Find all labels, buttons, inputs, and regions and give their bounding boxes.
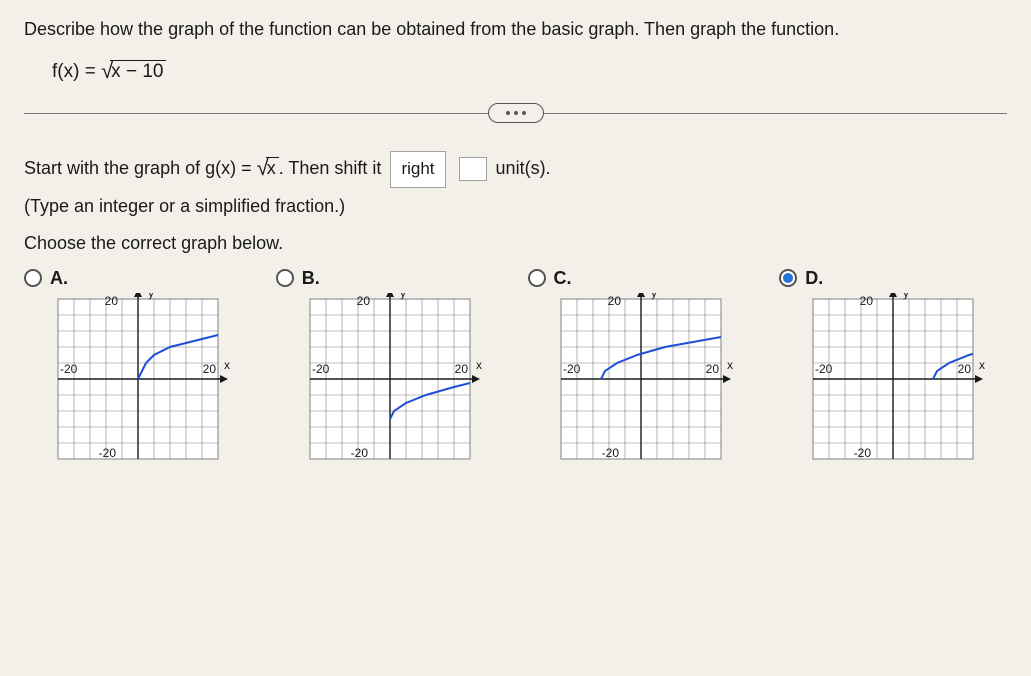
svg-text:20: 20 <box>454 362 468 376</box>
svg-text:20: 20 <box>958 362 972 376</box>
radio-C[interactable] <box>528 269 546 287</box>
option-label: D. <box>805 268 823 289</box>
chart-A: 20 -20 -20 20 y x <box>38 293 238 463</box>
divider <box>24 101 1007 127</box>
svg-text:x: x <box>224 358 230 372</box>
option-label: A. <box>50 268 68 289</box>
option-A: A. 20 -20 -20 20 y x <box>24 268 252 463</box>
svg-text:20: 20 <box>608 294 622 308</box>
option-B: B. 20 -20 -20 20 y x <box>276 268 504 463</box>
radio-D[interactable] <box>779 269 797 287</box>
svg-text:-20: -20 <box>854 446 872 460</box>
instruction-line: Start with the graph of g(x) = √x. Then … <box>24 147 1007 188</box>
svg-text:y: y <box>148 293 154 300</box>
sqrt-argument: x − 10 <box>110 60 166 82</box>
svg-text:-20: -20 <box>563 362 581 376</box>
svg-text:-20: -20 <box>60 362 78 376</box>
option-C: C. 20 -20 -20 20 y x <box>528 268 756 463</box>
ellipsis-button[interactable] <box>488 103 544 123</box>
direction-select[interactable]: right <box>390 151 445 188</box>
svg-text:20: 20 <box>105 294 119 308</box>
svg-text:-20: -20 <box>99 446 117 460</box>
chart-B: 20 -20 -20 20 y x <box>290 293 490 463</box>
chart-C: 20 -20 -20 20 y x <box>541 293 741 463</box>
instr-mid: . Then shift it <box>279 158 382 178</box>
question-text: Describe how the graph of the function c… <box>24 16 1007 43</box>
svg-text:20: 20 <box>203 362 217 376</box>
option-D: D. 20 -20 -20 20 y x <box>779 268 1007 463</box>
radio-A[interactable] <box>24 269 42 287</box>
formula: f(x) = √x − 10 <box>52 57 1007 83</box>
svg-text:-20: -20 <box>602 446 620 460</box>
svg-text:y: y <box>651 293 657 300</box>
svg-text:x: x <box>727 358 733 372</box>
instr-pre: Start with the graph of g(x) = <box>24 158 257 178</box>
sqrt-icon: √ <box>101 58 113 83</box>
choose-prompt: Choose the correct graph below. <box>24 233 1007 254</box>
option-label: C. <box>554 268 572 289</box>
formula-lhs: f(x) = <box>52 61 101 82</box>
option-label: B. <box>302 268 320 289</box>
svg-text:y: y <box>903 293 909 300</box>
svg-text:-20: -20 <box>350 446 368 460</box>
options-row: A. 20 -20 -20 20 y x B. 20 -20 -20 20 y … <box>24 268 1007 463</box>
chart-D: 20 -20 -20 20 y x <box>793 293 993 463</box>
hint-text: (Type an integer or a simplified fractio… <box>24 196 1007 217</box>
svg-text:20: 20 <box>356 294 370 308</box>
svg-text:x: x <box>979 358 985 372</box>
radio-B[interactable] <box>276 269 294 287</box>
svg-text:20: 20 <box>706 362 720 376</box>
svg-text:y: y <box>400 293 406 300</box>
sqrt-icon: √ <box>257 155 269 180</box>
instr-post: unit(s). <box>496 158 551 178</box>
svg-text:-20: -20 <box>815 362 833 376</box>
svg-text:x: x <box>476 358 482 372</box>
svg-text:-20: -20 <box>312 362 330 376</box>
svg-text:20: 20 <box>860 294 874 308</box>
units-input[interactable] <box>459 157 487 181</box>
